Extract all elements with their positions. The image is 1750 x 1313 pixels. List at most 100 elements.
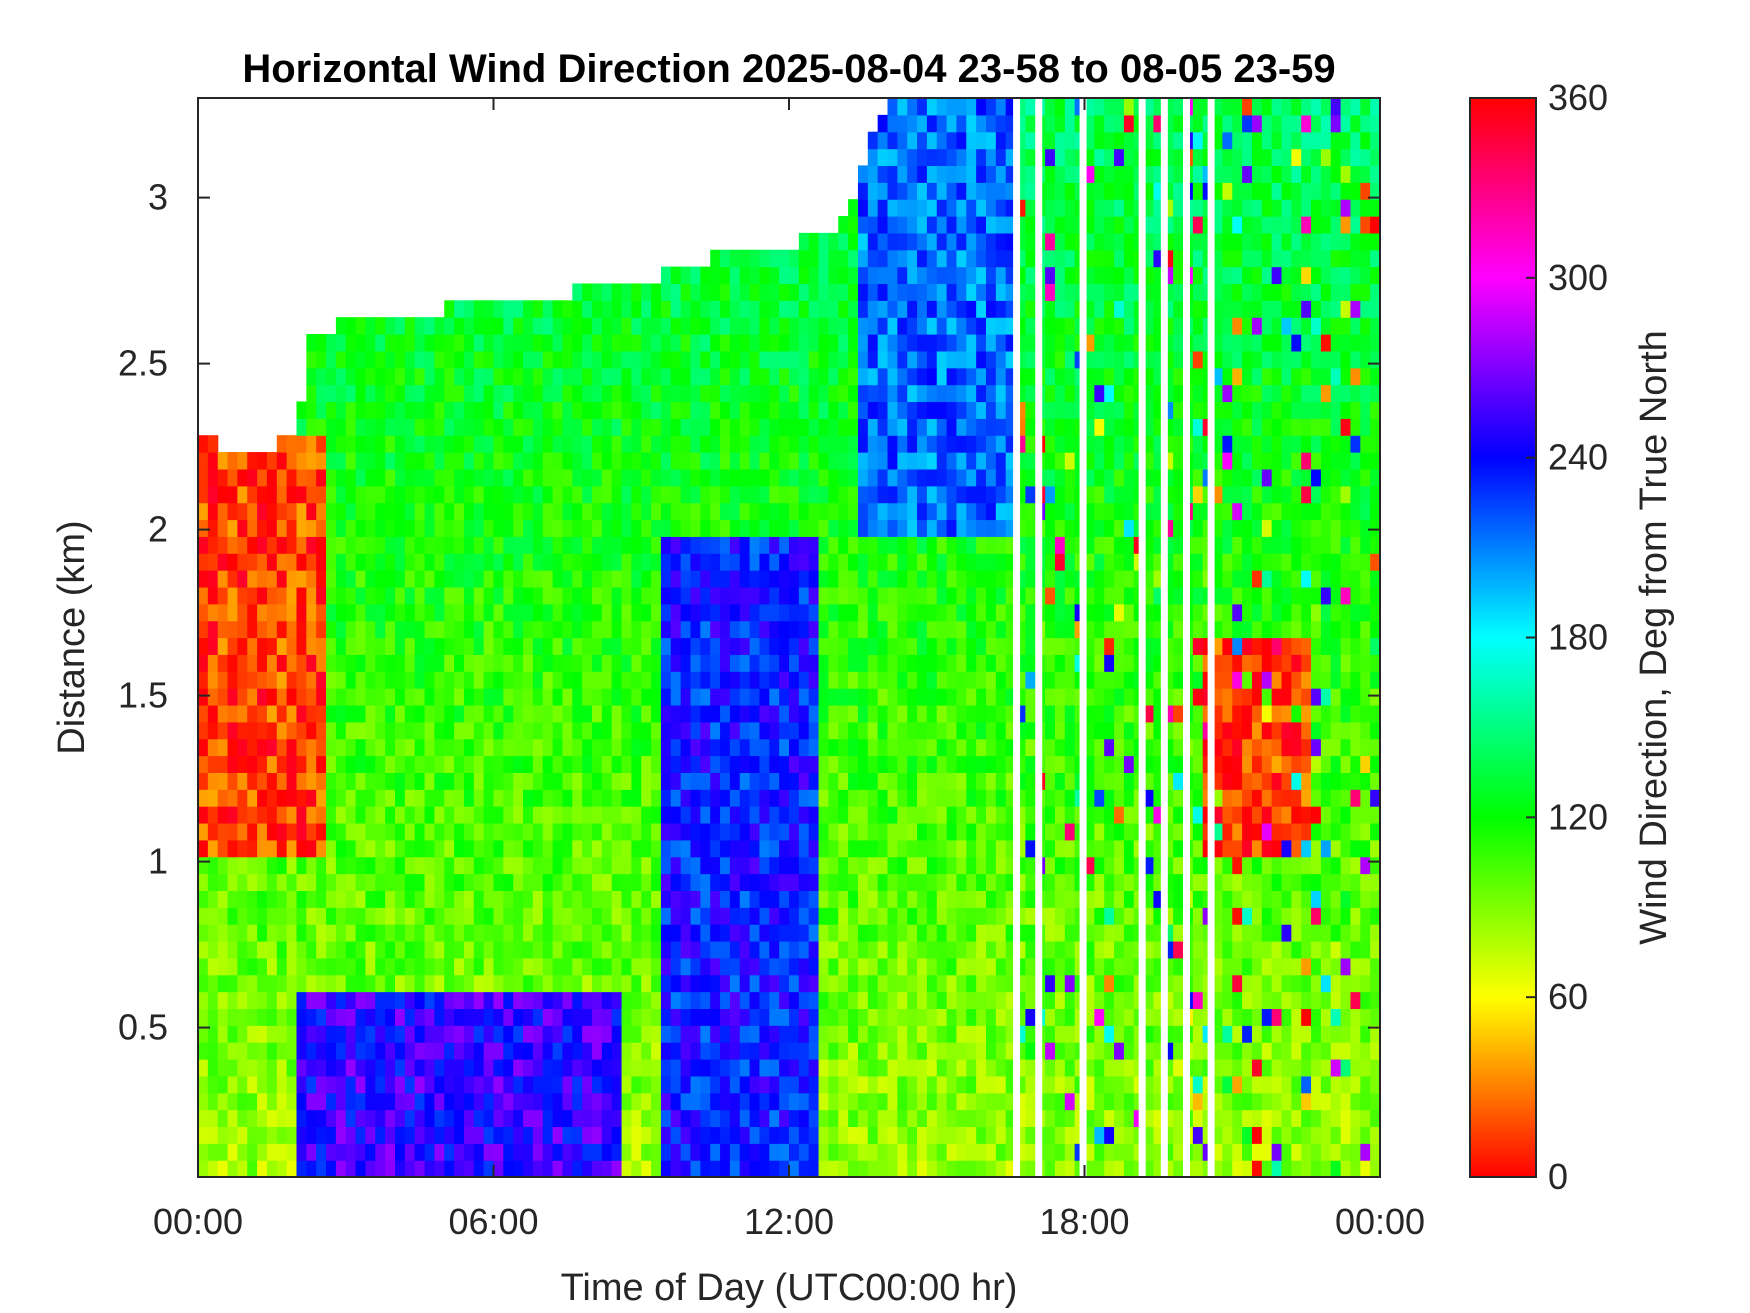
- heatmap-cell: [414, 839, 426, 858]
- heatmap-cell: [739, 334, 751, 352]
- heatmap-cell: [769, 384, 780, 403]
- heatmap-cell: [276, 704, 288, 723]
- heatmap-cell: [542, 586, 554, 605]
- heatmap-cell: [877, 822, 889, 841]
- heatmap-cell: [798, 839, 810, 858]
- heatmap-cell: [976, 974, 987, 993]
- heatmap-cell: [966, 350, 977, 369]
- heatmap-cell: [808, 317, 820, 335]
- heatmap-cell: [897, 1160, 908, 1177]
- heatmap-cell: [552, 1025, 564, 1043]
- heatmap-cell: [897, 907, 908, 925]
- heatmap-cell: [651, 317, 662, 335]
- heatmap-cell: [1025, 519, 1036, 537]
- heatmap-cell: [592, 738, 603, 757]
- heatmap-cell: [769, 283, 780, 301]
- heatmap-cell: [995, 806, 1007, 824]
- heatmap-cell: [306, 957, 317, 976]
- heatmap-cell: [247, 940, 258, 959]
- heatmap-cell: [286, 856, 298, 875]
- heatmap-cell: [1005, 519, 1017, 537]
- heatmap-cell: [552, 991, 564, 1010]
- heatmap-cell: [375, 553, 386, 571]
- heatmap-cell: [1045, 907, 1056, 925]
- heatmap-cell: [710, 721, 721, 740]
- heatmap-cell: [345, 671, 357, 689]
- heatmap-cell: [1025, 671, 1036, 689]
- heatmap-cell: [867, 839, 879, 858]
- heatmap-cell: [414, 384, 426, 403]
- heatmap-cell: [385, 334, 396, 352]
- heatmap-cell: [217, 603, 229, 622]
- heatmap-cell: [976, 806, 987, 824]
- heatmap-cell: [513, 1126, 524, 1144]
- heatmap-cell: [867, 1075, 879, 1094]
- heatmap-cell: [976, 435, 987, 453]
- heatmap-cell: [463, 907, 475, 925]
- heatmap-cell: [867, 586, 879, 605]
- heatmap-cell: [592, 468, 603, 487]
- heatmap-cell: [552, 907, 564, 925]
- heatmap-cell: [503, 940, 514, 959]
- heatmap-cell: [976, 418, 987, 436]
- heatmap-cell: [1015, 789, 1026, 807]
- heatmap-cell: [995, 1075, 1007, 1094]
- heatmap-cell: [493, 1025, 504, 1043]
- heatmap-cell: [572, 1126, 583, 1144]
- heatmap-cell: [1084, 1058, 1095, 1077]
- heatmap-cell: [611, 772, 623, 790]
- heatmap-cell: [217, 890, 229, 908]
- heatmap-cell: [414, 637, 426, 655]
- heatmap-cell: [414, 350, 426, 369]
- heatmap-cell: [444, 536, 455, 554]
- heatmap-cell: [917, 182, 928, 200]
- heatmap-cell: [532, 367, 544, 386]
- heatmap-cell: [926, 182, 938, 200]
- heatmap-cell: [316, 570, 327, 588]
- heatmap-cell: [483, 350, 495, 369]
- heatmap-cell: [493, 1092, 504, 1111]
- heatmap-cell: [1045, 519, 1056, 537]
- heatmap-cell: [375, 974, 386, 993]
- heatmap-cell: [424, 1042, 435, 1060]
- heatmap-cell: [493, 485, 504, 504]
- heatmap-cell: [651, 704, 662, 723]
- heatmap-cell: [857, 570, 869, 588]
- heatmap-cell: [542, 637, 554, 655]
- heatmap-cell: [217, 654, 229, 672]
- heatmap-cell: [749, 1160, 761, 1177]
- heatmap-cell: [680, 317, 692, 335]
- heatmap-cell: [207, 452, 219, 470]
- heatmap-cell: [769, 317, 780, 335]
- heatmap-cell: [385, 317, 396, 335]
- heatmap-cell: [1005, 1042, 1017, 1060]
- heatmap-cell: [454, 553, 465, 571]
- heatmap-cell: [789, 1109, 800, 1128]
- heatmap-cell: [365, 435, 376, 453]
- heatmap-cell: [798, 620, 810, 639]
- heatmap-cell: [828, 924, 839, 942]
- heatmap-cell: [887, 350, 898, 369]
- heatmap-cell: [572, 1075, 583, 1094]
- heatmap-cell: [503, 873, 514, 891]
- heatmap-cell: [936, 890, 948, 908]
- heatmap-cell: [1025, 789, 1036, 807]
- heatmap-cell: [207, 586, 219, 605]
- heatmap-cell: [1025, 401, 1036, 419]
- heatmap-cell: [759, 789, 770, 807]
- heatmap-cell: [1045, 1126, 1056, 1144]
- heatmap-cell: [316, 435, 327, 453]
- heatmap-cell: [877, 553, 889, 571]
- heatmap-cell: [503, 924, 514, 942]
- heatmap-cell: [680, 536, 692, 554]
- heatmap-cell: [286, 789, 298, 807]
- heatmap-cell: [739, 806, 751, 824]
- heatmap-cell: [798, 536, 810, 554]
- heatmap-cell: [798, 856, 810, 875]
- heatmap-cell: [779, 1126, 790, 1144]
- heatmap-cell: [572, 519, 583, 537]
- heatmap-cell: [454, 468, 465, 487]
- heatmap-cell: [936, 570, 948, 588]
- heatmap-cell: [306, 1109, 317, 1128]
- heatmap-cell: [887, 553, 898, 571]
